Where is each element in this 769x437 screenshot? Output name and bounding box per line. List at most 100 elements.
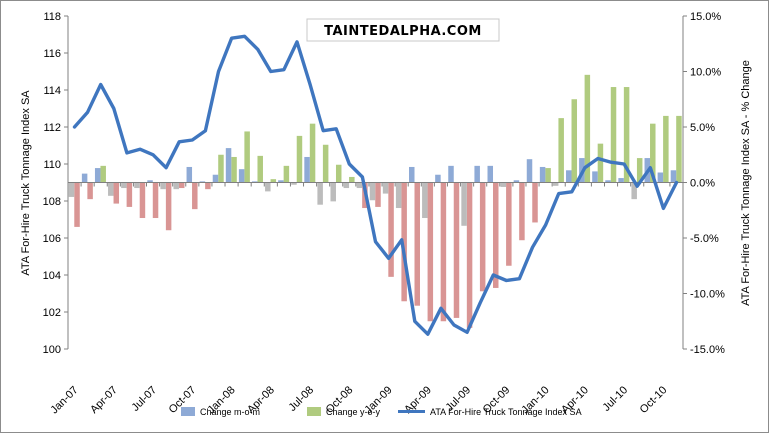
left-tick-label: 118 — [43, 11, 61, 23]
mom-bar — [94, 168, 101, 183]
mom-bar — [382, 182, 389, 194]
right-tick-label: -15.0% — [690, 344, 725, 356]
truck-index-line — [72, 34, 679, 336]
right-tick-label: 15.0% — [690, 11, 721, 23]
yoy-bar — [584, 74, 591, 183]
mom-bar — [199, 181, 206, 183]
mom-bar — [670, 170, 677, 183]
yoy-bar — [427, 182, 434, 322]
yoy-bar — [375, 182, 381, 207]
mom-bar — [108, 182, 114, 196]
right-axis-title: ATA For-Hire Truck Tonnage Index SA - % … — [740, 60, 752, 306]
mom-bar — [173, 182, 179, 190]
mom-bars — [68, 148, 677, 226]
mom-bar — [435, 174, 441, 183]
yoy-bar — [257, 155, 263, 183]
axes — [64, 15, 687, 350]
yoy-bar — [309, 123, 316, 183]
legend-swatch-yoy — [307, 407, 321, 416]
mom-bar — [500, 182, 507, 187]
mom-bar — [461, 182, 467, 226]
mom-bar — [343, 182, 350, 189]
mom-bar — [225, 148, 232, 183]
mom-bar — [265, 182, 271, 192]
yoy-bar — [650, 123, 656, 183]
left-axis-tick-labels: 100 102 104 106 108 110 112 114 116 118 — [43, 11, 61, 356]
right-tick-label: -5.0% — [690, 233, 719, 245]
tainted-alpha-logo: TAINTEDALPHA.COM — [306, 18, 500, 42]
legend: Change m-o-m Change y-o-y ATA For-Hire T… — [181, 407, 582, 417]
yoy-bar — [87, 182, 93, 200]
yoy-bar — [192, 182, 198, 210]
legend-label-mom: Change m-o-m — [200, 407, 260, 417]
left-tick-label: 100 — [43, 344, 61, 356]
mom-bar — [566, 170, 572, 183]
mom-bar — [304, 156, 310, 183]
yoy-bar — [466, 182, 473, 328]
mom-bar — [160, 182, 166, 190]
yoy-bar — [479, 182, 486, 292]
mom-bar — [592, 171, 598, 183]
yoy-bar — [152, 182, 159, 219]
right-tick-label: -10.0% — [690, 289, 725, 301]
mom-bar — [395, 182, 402, 209]
right-tick-label: 10.0% — [690, 67, 721, 79]
x-tick-label: Oct-10 — [638, 384, 670, 416]
legend-label-yoy: Change y-o-y — [326, 407, 381, 417]
yoy-bars — [74, 74, 682, 328]
yoy-bar — [139, 182, 146, 219]
mom-bar — [238, 169, 245, 183]
yoy-bar — [493, 182, 499, 288]
x-tick-label: Jul-10 — [601, 384, 631, 414]
yoy-bar — [178, 182, 185, 189]
x-tick-label: Jul-07 — [129, 384, 159, 414]
yoy-bar — [663, 115, 669, 183]
mom-bar — [605, 180, 611, 183]
left-tick-label: 102 — [43, 307, 61, 319]
yoy-bar — [636, 158, 643, 183]
mom-bar — [513, 180, 520, 183]
yoy-bar — [231, 156, 237, 183]
yoy-bar — [571, 99, 578, 183]
x-tick-label: Jan-07 — [48, 384, 80, 416]
left-tick-label: 112 — [43, 122, 61, 134]
left-tick-label: 114 — [43, 85, 61, 97]
left-tick-label: 116 — [43, 48, 61, 60]
yoy-bar — [506, 182, 512, 266]
x-tick-label: Apr-07 — [88, 384, 120, 416]
mom-bar — [186, 166, 193, 183]
mom-bar — [422, 182, 428, 219]
yoy-bar — [283, 165, 290, 183]
yoy-bar — [401, 182, 407, 302]
legend-label-index: ATA For-Hire Truck Tonnage Index SA — [430, 407, 582, 417]
yoy-bar — [349, 176, 355, 183]
mom-bar — [448, 165, 454, 183]
yoy-bar — [414, 182, 420, 306]
mom-bar — [147, 180, 153, 183]
yoy-bar — [388, 182, 394, 277]
mom-bar — [631, 182, 637, 200]
mom-bar — [526, 159, 533, 183]
right-tick-label: 5.0% — [690, 122, 715, 134]
yoy-bar — [623, 87, 630, 183]
yoy-bar — [440, 182, 447, 322]
right-axis-tick-labels: -15.0% -10.0% -5.0% 0.0% 5.0% 10.0% 15.0% — [690, 11, 725, 356]
mom-bar — [68, 182, 75, 197]
yoy-bar — [545, 168, 551, 183]
svg-text:TAINTEDALPHA.COM: TAINTEDALPHA.COM — [324, 24, 482, 39]
mom-bar — [330, 182, 336, 202]
mom-bar — [369, 182, 376, 201]
yoy-bar — [165, 182, 172, 231]
yoy-bar — [532, 182, 538, 223]
left-tick-label: 110 — [43, 159, 61, 171]
mom-bar — [474, 165, 480, 183]
yoy-bar — [453, 182, 460, 318]
mom-bar — [317, 182, 323, 205]
mom-bar — [134, 182, 140, 189]
yoy-bar — [519, 182, 525, 241]
mom-bar — [618, 178, 624, 183]
yoy-bar — [205, 182, 211, 190]
mom-bar — [121, 182, 127, 189]
left-tick-label: 106 — [43, 233, 61, 245]
